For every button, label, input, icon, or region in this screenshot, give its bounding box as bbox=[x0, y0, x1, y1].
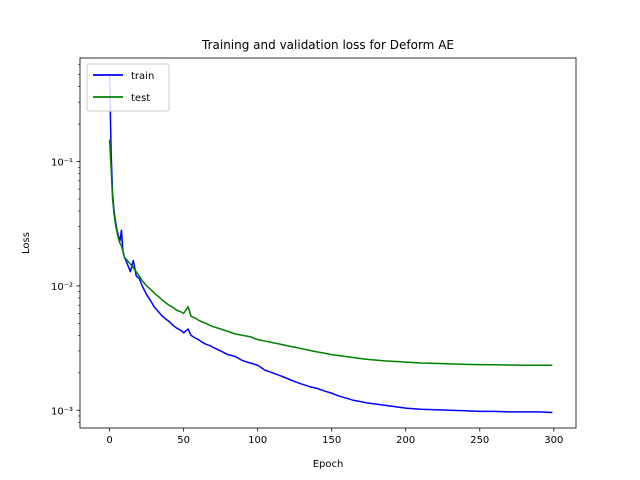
y-axis-label: Loss bbox=[21, 232, 32, 254]
series-line-train bbox=[108, 74, 553, 414]
y-tick-label: 10⁻³ bbox=[51, 406, 73, 417]
legend: train test bbox=[86, 63, 170, 112]
axes-border bbox=[79, 57, 577, 429]
legend-box bbox=[86, 63, 170, 112]
x-tick-label: 100 bbox=[248, 435, 267, 446]
y-tick-label: 10⁻¹ bbox=[51, 158, 73, 169]
plot-area bbox=[80, 58, 576, 428]
x-axis-ticks: 0 50 100 150 200 250 300 bbox=[106, 428, 563, 446]
x-tick-label: 300 bbox=[544, 435, 563, 446]
legend-train-label: train bbox=[131, 71, 154, 82]
series-layer bbox=[108, 74, 553, 414]
x-tick-label: 0 bbox=[106, 435, 112, 446]
x-axis-label: Epoch bbox=[313, 459, 344, 470]
series-line-test bbox=[108, 139, 553, 367]
x-tick-label: 150 bbox=[322, 435, 341, 446]
legend-test-label: test bbox=[131, 93, 150, 104]
y-axis-ticks: 10⁻³ 10⁻² 10⁻¹ bbox=[51, 64, 80, 423]
axes-frame bbox=[79, 57, 577, 429]
chart-title: Training and validation loss for Deform … bbox=[201, 38, 454, 52]
x-tick-label: 250 bbox=[470, 435, 489, 446]
x-tick-label: 50 bbox=[177, 435, 190, 446]
y-tick-label: 10⁻² bbox=[51, 282, 73, 293]
x-tick-label: 200 bbox=[396, 435, 415, 446]
